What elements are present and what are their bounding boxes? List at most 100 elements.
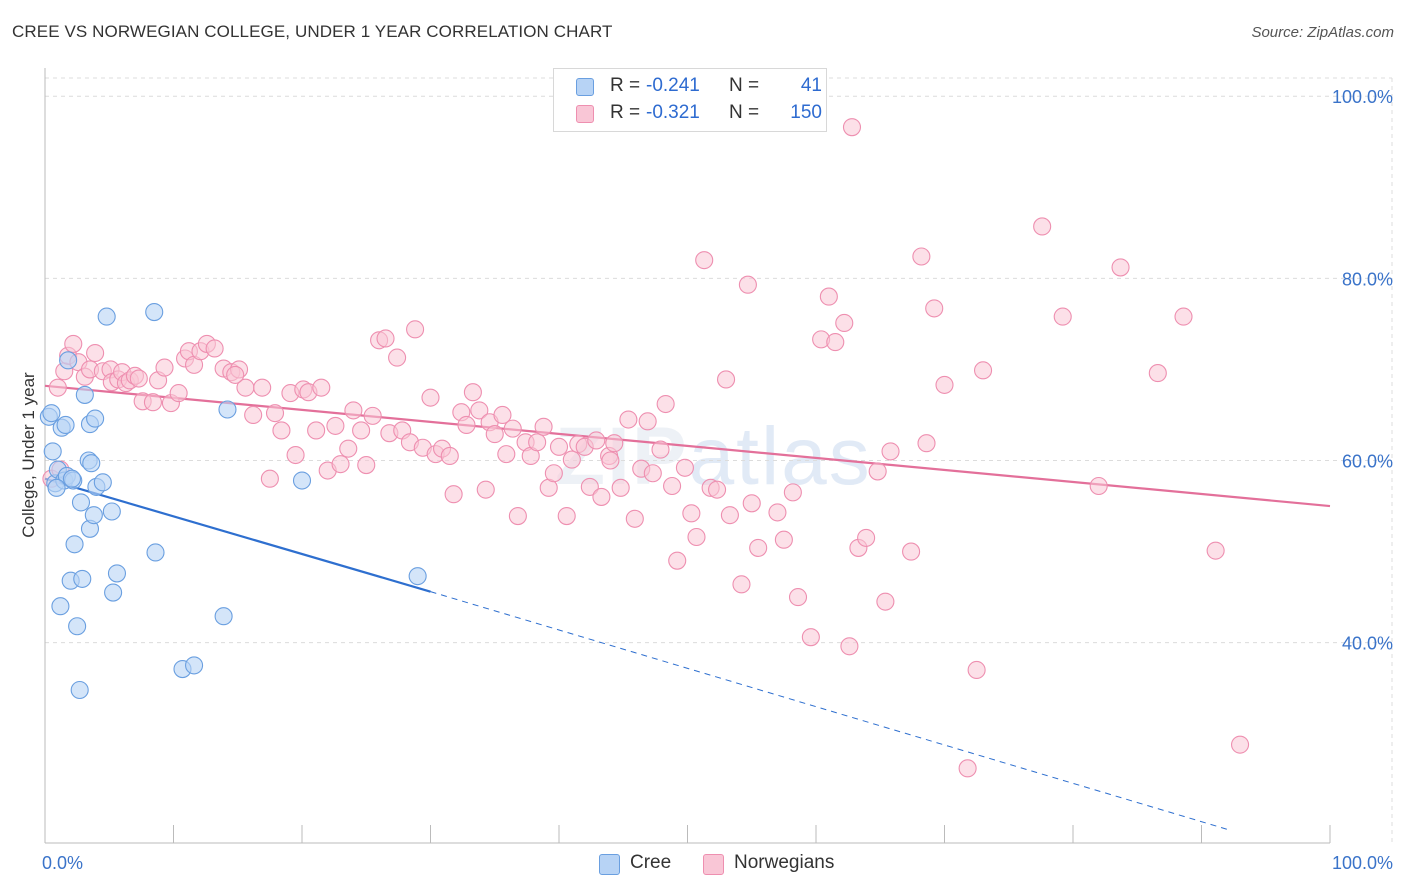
norwegians-n-label: N = xyxy=(729,102,760,123)
norwegians-point xyxy=(493,405,512,425)
norwegians-point xyxy=(331,455,350,474)
norwegians-point xyxy=(643,464,662,483)
norwegians-point xyxy=(835,313,854,333)
norwegians-point xyxy=(352,421,371,440)
norwegians-legend-label: Norwegians xyxy=(734,852,835,873)
norwegians-point xyxy=(470,401,489,420)
norwegians-point xyxy=(768,503,787,522)
norwegians-trend-line xyxy=(44,384,1331,508)
norwegians-point xyxy=(917,434,936,453)
norwegians-point xyxy=(708,480,727,499)
norwegians-point xyxy=(868,462,887,481)
norwegians-point xyxy=(226,365,245,384)
cree-point xyxy=(51,597,70,616)
norwegians-point xyxy=(1174,307,1193,326)
norwegians-points xyxy=(42,118,1250,778)
y-tick-label: 80.0% xyxy=(1342,269,1393,289)
norwegians-point xyxy=(463,383,482,402)
norwegians-point xyxy=(363,406,382,425)
norwegians-point xyxy=(508,507,527,526)
norwegians-point xyxy=(440,446,459,465)
cree-point xyxy=(59,351,78,370)
norwegians-point xyxy=(842,118,862,137)
cree-point xyxy=(68,617,87,636)
norwegians-point xyxy=(716,370,736,389)
norwegians-point xyxy=(444,485,463,504)
norwegians-point xyxy=(663,476,682,496)
norwegians-point xyxy=(958,759,977,778)
norwegians-point xyxy=(48,378,67,397)
norwegians-point xyxy=(265,404,285,423)
norwegians-point xyxy=(497,445,516,464)
norwegians-point xyxy=(344,401,363,420)
norwegians-point xyxy=(272,421,291,440)
source-label: Source: ZipAtlas.com xyxy=(1251,24,1394,41)
cree-point xyxy=(73,569,92,588)
y-axis-label: College, Under 1 year xyxy=(19,372,38,538)
norwegians-point xyxy=(732,575,751,594)
chart-title: CREE VS NORWEGIAN COLLEGE, UNDER 1 YEAR … xyxy=(12,22,613,41)
norwegians-point xyxy=(312,378,331,397)
norwegians-point xyxy=(1148,364,1167,383)
norwegians-point xyxy=(682,504,701,523)
norwegians-point xyxy=(129,369,148,388)
norwegians-point xyxy=(749,538,768,557)
cree-point xyxy=(56,415,75,435)
norwegians-point xyxy=(1089,476,1108,496)
norwegians-point xyxy=(557,507,576,526)
y-tick-label: 40.0% xyxy=(1342,634,1393,654)
norwegians-point xyxy=(143,393,162,412)
cree-point xyxy=(97,307,116,326)
norwegians-point xyxy=(819,287,838,306)
norwegians-point xyxy=(562,450,581,469)
y-tick-label: 100.0% xyxy=(1332,87,1393,107)
norwegians-point xyxy=(587,431,606,450)
cree-point xyxy=(218,400,237,419)
cree-point xyxy=(42,404,61,423)
norwegians-point xyxy=(742,494,761,513)
trend-lines xyxy=(44,384,1331,830)
cree-trend-line xyxy=(44,477,431,593)
norwegians-point xyxy=(967,660,986,680)
cree-point xyxy=(185,656,204,675)
norwegians-point xyxy=(307,421,326,440)
norwegians-point xyxy=(421,388,440,407)
norwegians-point xyxy=(774,530,793,549)
norwegians-point xyxy=(169,384,188,403)
cree-point xyxy=(82,454,101,473)
norwegians-point xyxy=(601,451,620,470)
cree-point xyxy=(84,506,103,525)
grid-lines xyxy=(45,77,1393,843)
norwegians-point xyxy=(155,358,174,377)
cree-r-value: -0.241 xyxy=(646,75,700,96)
norwegians-point xyxy=(902,542,921,561)
norwegians-point xyxy=(675,458,694,477)
norwegians-point xyxy=(1231,735,1250,754)
norwegians-r-value: -0.321 xyxy=(646,102,700,123)
cree-r-label: R = xyxy=(610,75,641,96)
cree-point xyxy=(75,385,94,404)
norwegians-point xyxy=(783,483,802,502)
cree-n-value: 41 xyxy=(800,75,822,96)
norwegians-point xyxy=(720,506,739,525)
cree-point xyxy=(43,442,62,461)
cree-trend-extension xyxy=(430,591,1228,830)
cree-point xyxy=(107,564,127,583)
cree-point xyxy=(145,303,164,322)
tick-labels: 100.0% 80.0% 60.0% 40.0% 0.0% 100.0% xyxy=(42,87,1393,873)
cree-swatch xyxy=(576,78,594,96)
norwegians-point xyxy=(738,275,757,294)
norwegians-point xyxy=(876,592,895,611)
norwegians-point xyxy=(605,434,624,453)
y-tick-label: 60.0% xyxy=(1342,452,1393,472)
norwegians-point xyxy=(857,528,876,547)
cree-point xyxy=(146,543,165,562)
cree-point xyxy=(71,493,91,512)
norwegians-point xyxy=(1033,217,1052,236)
norwegians-point xyxy=(925,299,944,318)
norwegians-r-label: R = xyxy=(610,102,641,123)
cree-point xyxy=(214,607,233,626)
norwegians-point xyxy=(912,247,931,266)
norwegians-point xyxy=(1206,541,1225,560)
norwegians-point xyxy=(406,320,425,339)
